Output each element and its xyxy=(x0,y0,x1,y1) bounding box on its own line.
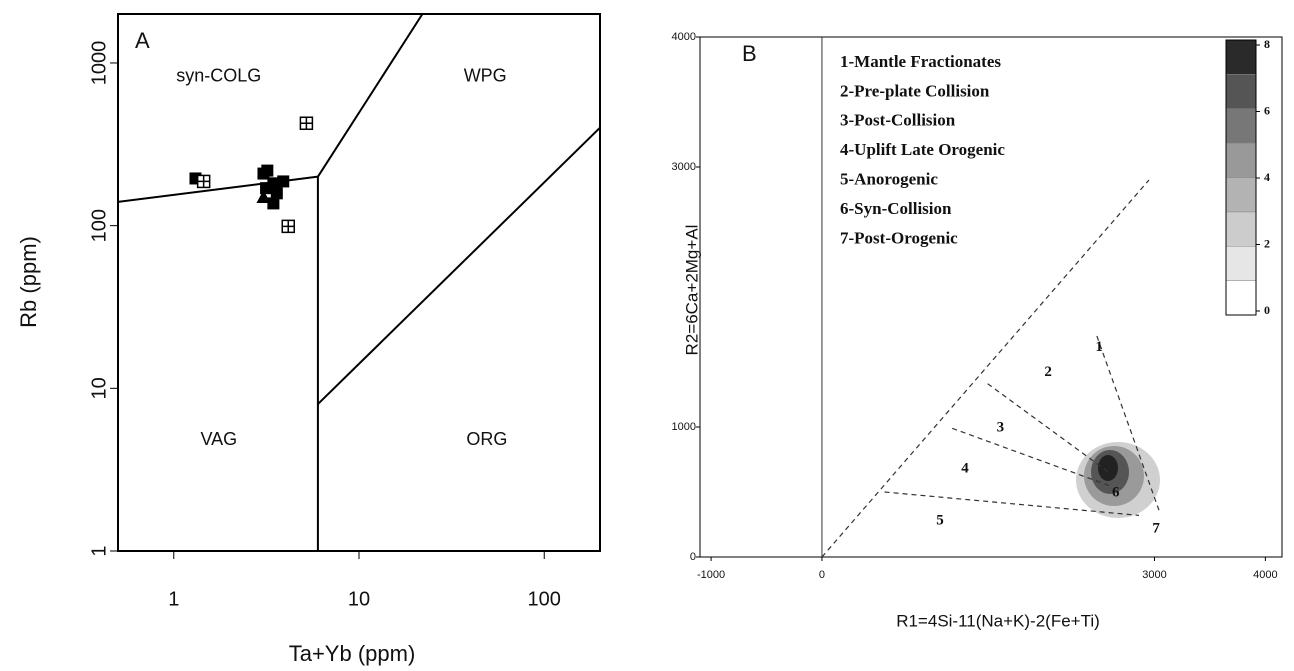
field-label: 5 xyxy=(936,513,944,529)
density-level xyxy=(1098,455,1118,481)
field-label: 7 xyxy=(1152,520,1160,536)
y-tick-label: 0 xyxy=(690,551,696,563)
colorbar-cell xyxy=(1225,246,1257,281)
field-label: 2 xyxy=(1044,364,1052,380)
y-tick-label: 3000 xyxy=(672,161,696,173)
panel: B R1=4Si-11(Na+K)-2(Fe+Ti) R2=6Ca+2Mg+Al -1… xyxy=(672,31,1283,630)
colorbar-cell xyxy=(1225,74,1257,109)
y-axis-label: R2=6Ca+2Mg+Al xyxy=(682,225,701,356)
field-boundary xyxy=(884,491,1140,516)
field-boundary xyxy=(317,13,424,178)
legend-entry: 1-Mantle Fractionates xyxy=(840,52,1001,71)
legend-entry: 2-Pre-plate Collision xyxy=(840,81,990,100)
colorbar-tick-label: 0 xyxy=(1264,303,1270,317)
field-boundary xyxy=(987,383,1110,473)
density-blob xyxy=(1076,442,1160,518)
y-axis-label: Rb (ppm) xyxy=(16,236,41,328)
point xyxy=(260,182,273,195)
point-hatch xyxy=(197,175,210,188)
point xyxy=(281,219,295,234)
y-tick-label: 100 xyxy=(88,209,110,242)
colorbar-tick-label: 6 xyxy=(1264,103,1270,117)
legend-entry: 7-Post-Orogenic xyxy=(840,228,958,247)
colorbar-cell xyxy=(1225,108,1257,144)
y-tick-label: 1 xyxy=(88,545,110,556)
point xyxy=(261,164,274,177)
point xyxy=(299,116,314,131)
colorbar-cell xyxy=(1225,177,1257,213)
field-label: WPG xyxy=(464,66,507,86)
y-tick-label: 1000 xyxy=(88,41,110,86)
point xyxy=(270,187,283,200)
panel-label: A xyxy=(135,28,150,53)
field-label: 4 xyxy=(961,461,969,477)
x-tick-label: 1 xyxy=(168,588,179,610)
field-boundary xyxy=(951,427,1110,487)
field-label: syn-COLG xyxy=(176,66,261,86)
legend-entry: 3-Post-Collision xyxy=(840,111,956,130)
legend-entry: 4-Uplift Late Orogenic xyxy=(840,140,1005,159)
x-tick-label: 10 xyxy=(348,588,370,610)
point xyxy=(277,175,290,188)
point xyxy=(196,174,211,189)
field-label: ORG xyxy=(466,429,507,449)
x-axis-label: Ta+Yb (ppm) xyxy=(289,641,416,666)
colorbar-cell xyxy=(1225,39,1257,75)
plot-frame xyxy=(699,36,1283,558)
y-tick-label: 10 xyxy=(88,377,110,399)
plot-frame xyxy=(117,13,601,552)
field-label: 1 xyxy=(1095,339,1103,355)
colorbar-cell xyxy=(1225,280,1257,316)
field-boundary xyxy=(821,179,1150,558)
x-tick-label: -1000 xyxy=(697,569,725,581)
legend-entry: 6-Syn-Collision xyxy=(840,199,952,218)
point xyxy=(267,197,280,210)
field-boundary xyxy=(317,126,601,405)
colorbar-cell xyxy=(1225,211,1257,247)
y-tick-label: 4000 xyxy=(672,31,696,43)
point-hatch xyxy=(282,220,295,233)
field-label: 6 xyxy=(1112,485,1120,501)
legend-entry: 5-Anorogenic xyxy=(840,170,938,189)
field-label: VAG xyxy=(200,429,237,449)
panel-label: B xyxy=(742,41,757,66)
field-boundary xyxy=(1096,335,1160,511)
panel: A Ta+Yb (ppm) Rb (ppm) 1 10 100 1 10 100 1000 syn-… xyxy=(16,13,601,666)
x-tick-label: 0 xyxy=(819,569,825,581)
x-tick-label: 100 xyxy=(528,588,561,610)
field-label: 3 xyxy=(997,420,1005,436)
point-hatch xyxy=(300,117,313,130)
colorbar-tick-label: 2 xyxy=(1264,236,1270,250)
x-tick-label: 3000 xyxy=(1142,569,1166,581)
point xyxy=(256,190,271,204)
y-tick-label: 1000 xyxy=(672,421,696,433)
colorbar-tick-label: 8 xyxy=(1264,37,1270,51)
colorbar-cell xyxy=(1225,142,1257,178)
x-axis-label: R1=4Si-11(Na+K)-2(Fe+Ti) xyxy=(896,611,1100,630)
x-tick-label: 4000 xyxy=(1253,569,1277,581)
colorbar-tick-label: 4 xyxy=(1264,170,1270,184)
